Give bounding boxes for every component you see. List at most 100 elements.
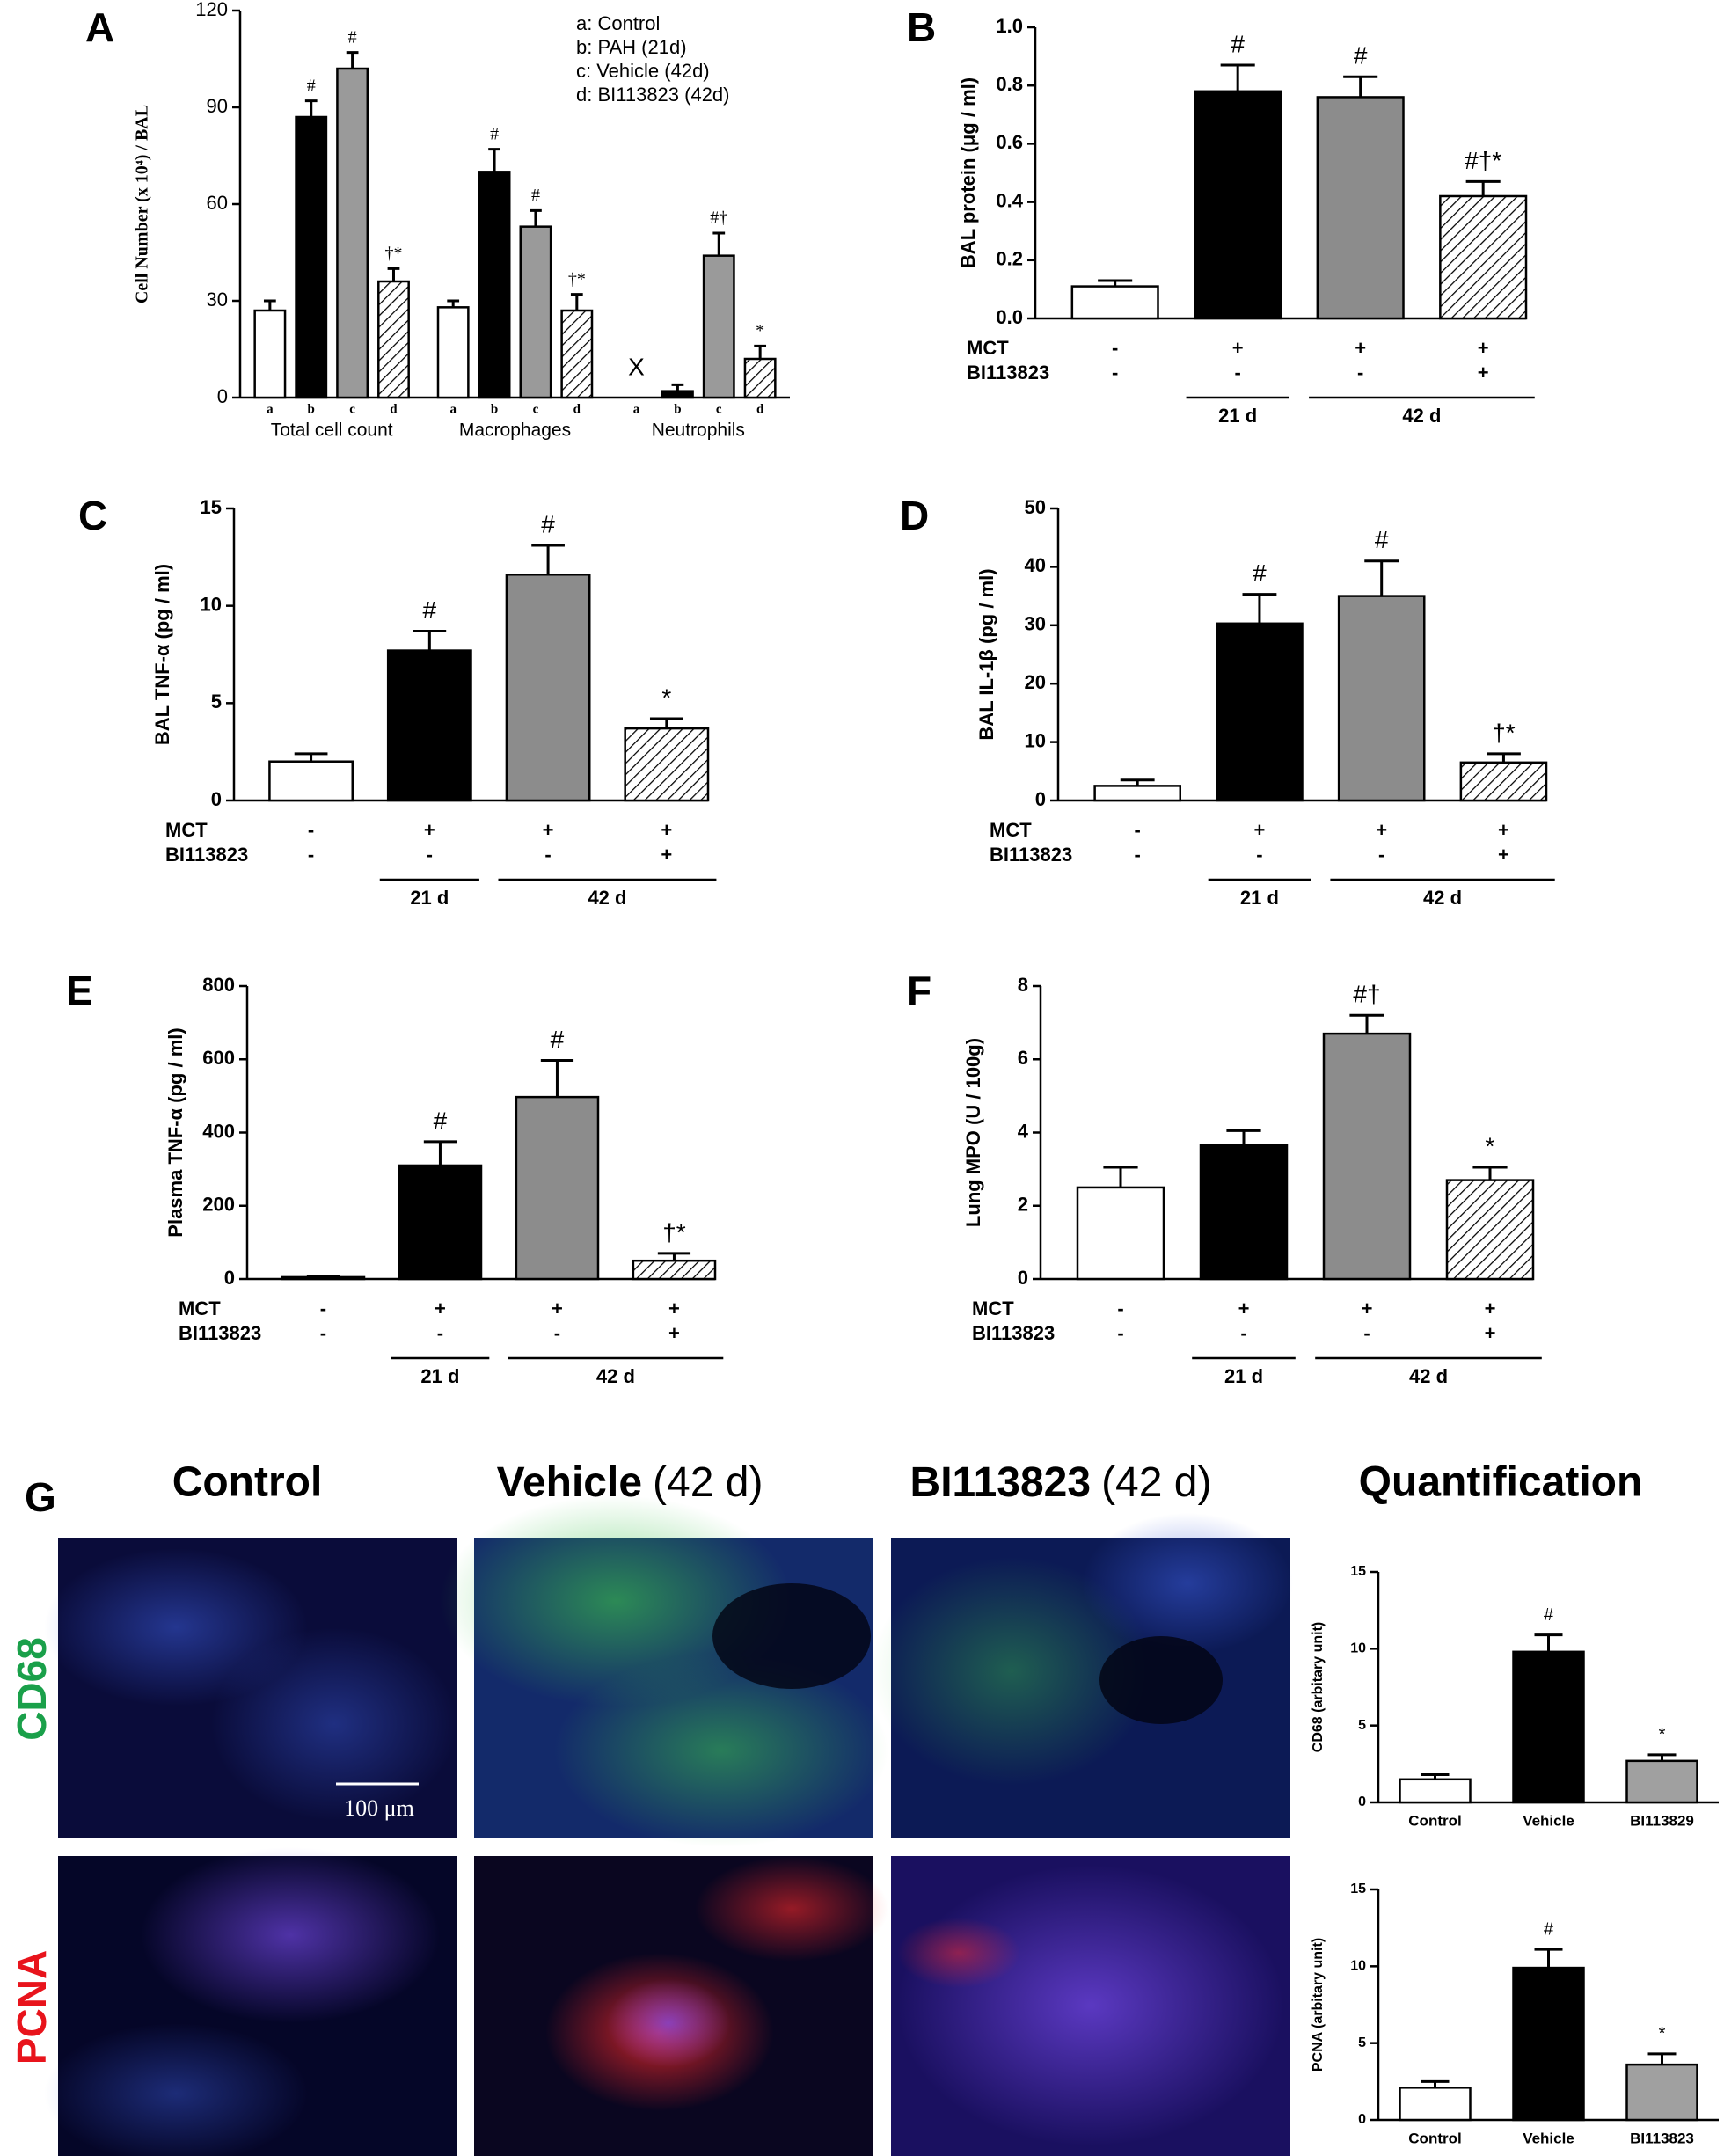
y-tick-label: 50	[1025, 496, 1046, 518]
bar	[560, 309, 594, 399]
column-header: Vehicle (42 d)	[497, 1459, 763, 1506]
group-label: 21 d	[1240, 887, 1279, 909]
legend-entry: b: PAH (21d)	[576, 36, 687, 58]
error-bar	[712, 231, 726, 256]
bar	[702, 254, 735, 399]
bar	[386, 649, 472, 802]
error-bar	[649, 717, 683, 729]
bar-label: b	[491, 402, 498, 416]
treatment-sign: +	[1362, 1297, 1373, 1319]
y-tick-label: 200	[202, 1194, 235, 1216]
group-label: 21 d	[410, 887, 449, 909]
y-tick-label: 120	[195, 0, 228, 20]
image-texture	[871, 1557, 1152, 1786]
y-axis-label: PCNA (arbitary unit)	[1311, 1938, 1326, 2072]
bar-label: c	[533, 402, 539, 416]
treatment-sign: +	[1498, 844, 1509, 866]
bar	[1316, 96, 1405, 320]
error-bar	[447, 299, 460, 308]
group-label: 21 d	[1218, 405, 1257, 427]
y-tick-label: 10	[1025, 729, 1046, 751]
significance-label: †*	[384, 244, 402, 263]
bar-label: d	[756, 402, 764, 416]
treatment-sign: +	[668, 1297, 680, 1319]
error-bar	[570, 293, 583, 311]
row-label: CD68	[9, 1637, 55, 1741]
y-axis-label: Cell Number (x 10⁴) / BAL	[133, 105, 152, 303]
bar-label: c	[349, 402, 355, 416]
y-tick-label: 15	[1350, 1882, 1366, 1897]
treatment-sign: -	[1378, 844, 1384, 866]
image-texture	[1099, 1636, 1223, 1724]
treatment-label: BI113823	[165, 844, 248, 866]
treatment-sign: +	[668, 1322, 680, 1344]
error-bar	[1647, 1753, 1677, 1761]
image-texture	[607, 1979, 730, 2067]
error-bar	[1364, 559, 1399, 596]
bar	[505, 574, 591, 802]
error-bar	[1421, 1773, 1450, 1780]
y-axis-label: CD68 (arbitary unit)	[1311, 1622, 1326, 1752]
bar-label: a	[449, 402, 457, 416]
treatment-sign: +	[435, 1297, 446, 1319]
treatment-label: MCT	[165, 819, 208, 841]
y-axis-label: Plasma TNF-α (pg / ml)	[164, 1027, 186, 1237]
y-tick-label: 10	[1350, 1959, 1366, 1974]
group-label: 21 d	[1224, 1365, 1263, 1387]
significance-label: †*	[662, 1218, 686, 1246]
error-bar	[1120, 778, 1155, 786]
treatment-sign: -	[1112, 337, 1118, 359]
error-bar	[1226, 1129, 1261, 1146]
treatment-sign: +	[552, 1297, 563, 1319]
x-tick-label: Vehicle	[1523, 2130, 1574, 2146]
treatment-sign: -	[427, 844, 433, 866]
treatment-sign: -	[1240, 1322, 1246, 1344]
error-bar	[540, 1059, 574, 1098]
treatment-sign: -	[1117, 1297, 1123, 1319]
bar	[1399, 1778, 1472, 1804]
row-label: PCNA	[9, 1950, 55, 2065]
error-bar	[754, 344, 767, 359]
significance-label: #	[551, 1026, 565, 1053]
error-bar	[1534, 1633, 1563, 1652]
group-label: 42 d	[1409, 1365, 1448, 1387]
legend-entry: a: Control	[576, 12, 660, 34]
column-note: (42 d)	[1101, 1459, 1211, 1506]
y-tick-label: 20	[1025, 671, 1046, 693]
y-tick-label: 15	[201, 496, 222, 518]
y-tick-label: 0.2	[996, 248, 1023, 270]
image-texture	[695, 1856, 888, 1962]
significance-label: †*	[568, 269, 586, 289]
significance-label: *	[756, 321, 764, 340]
y-tick-label: 5	[1358, 2035, 1366, 2050]
treatment-sign: -	[1235, 362, 1241, 384]
bar	[1512, 1966, 1585, 2122]
y-tick-label: 0	[224, 1267, 235, 1289]
error-bar	[1465, 179, 1501, 196]
significance-label: #	[1544, 1919, 1554, 1939]
image-texture	[440, 1495, 792, 1707]
bar	[295, 115, 328, 399]
x-tick-label: Macrophages	[459, 420, 571, 441]
treatment-sign: +	[1485, 1297, 1496, 1319]
y-tick-label: 0	[211, 788, 222, 810]
treatment-sign: -	[1135, 844, 1141, 866]
y-tick-label: 0.6	[996, 131, 1023, 153]
column-note: (42 d)	[653, 1459, 763, 1506]
y-axis-label: BAL TNF-α (pg / ml)	[151, 564, 173, 745]
bar-label: d	[390, 402, 398, 416]
missing-marker: X	[628, 353, 645, 380]
significance-label: #†*	[1465, 147, 1501, 174]
bar	[253, 309, 287, 399]
treatment-sign: +	[661, 819, 672, 841]
significance-label: #	[1253, 559, 1267, 587]
bar	[519, 225, 552, 399]
error-bar	[1647, 2052, 1677, 2065]
significance-label: *	[661, 683, 671, 711]
error-bar	[1349, 1013, 1384, 1034]
error-bar	[1421, 2079, 1450, 2088]
y-tick-label: 800	[202, 974, 235, 996]
bar-label: b	[674, 402, 681, 416]
treatment-label: MCT	[972, 1297, 1014, 1319]
error-bar	[306, 1275, 340, 1278]
